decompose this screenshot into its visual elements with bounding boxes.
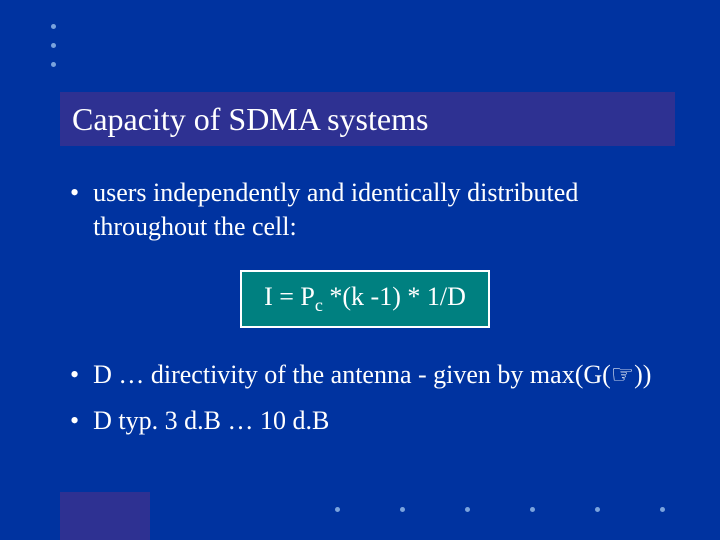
bullet-item: • users independently and identically di… (70, 176, 660, 244)
dot-icon (660, 507, 665, 512)
decorative-dots-bottom (335, 507, 665, 512)
dot-icon (400, 507, 405, 512)
bullet-marker-icon: • (70, 176, 79, 210)
bullet-marker-icon: • (70, 358, 79, 392)
decorative-dots-top-left (51, 24, 56, 67)
bullet-text: D … directivity of the antenna - given b… (93, 358, 651, 392)
bullet-text: D typ. 3 d.B … 10 d.B (93, 404, 329, 438)
formula-container: I = Pc *(k -1) * 1/D (70, 270, 660, 328)
dot-icon (465, 507, 470, 512)
dot-icon (335, 507, 340, 512)
bullet-2-prefix: D … directivity of the antenna - given b… (93, 360, 611, 389)
formula-rhs: *(k -1) * 1/D (323, 282, 466, 311)
dot-icon (51, 24, 56, 29)
slide-title: Capacity of SDMA systems (72, 101, 428, 138)
phi-symbol-icon: ☞ (611, 360, 634, 389)
bullet-item: • D … directivity of the antenna - given… (70, 358, 660, 392)
dot-icon (51, 62, 56, 67)
dot-icon (51, 43, 56, 48)
formula-text: I = Pc *(k -1) * 1/D (264, 282, 466, 311)
formula-box: I = Pc *(k -1) * 1/D (240, 270, 490, 328)
title-bar: Capacity of SDMA systems (60, 92, 675, 146)
dot-icon (595, 507, 600, 512)
slide-body: • users independently and identically di… (70, 176, 660, 450)
bullet-item: • D typ. 3 d.B … 10 d.B (70, 404, 660, 438)
dot-icon (530, 507, 535, 512)
decorative-block-bottom-left (60, 492, 150, 540)
formula-lhs: I = P (264, 282, 315, 311)
bullet-2-suffix: )) (634, 360, 651, 389)
bullet-text: users independently and identically dist… (93, 176, 660, 244)
formula-subscript: c (315, 295, 323, 315)
bullet-marker-icon: • (70, 404, 79, 438)
